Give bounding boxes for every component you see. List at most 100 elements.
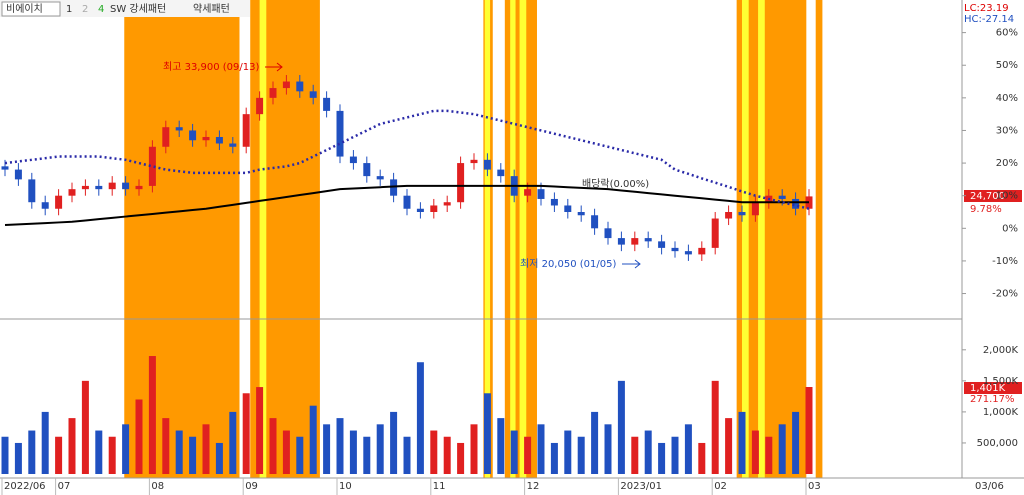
volume-bar xyxy=(242,393,250,474)
stock-name[interactable]: 비에이치 xyxy=(6,3,43,15)
candle-body xyxy=(778,195,786,199)
volume-bar xyxy=(68,418,76,474)
x-tick-label: 11 xyxy=(433,481,446,492)
candle-body xyxy=(215,136,223,144)
volume-bar xyxy=(215,442,223,474)
volume-bar xyxy=(282,430,290,474)
volume-bar xyxy=(148,356,156,474)
volume-bar xyxy=(658,442,666,474)
candle-body xyxy=(698,247,706,255)
y-tick-label: 40% xyxy=(996,93,1018,104)
x-tick-label: 2022/06 xyxy=(4,481,46,492)
x-tick-label: 2023/01 xyxy=(620,481,662,492)
volume-bar xyxy=(765,436,773,474)
candle-body xyxy=(617,238,625,245)
volume-ratio: 271.17% xyxy=(970,394,1015,405)
candle-body xyxy=(349,156,357,164)
tab[interactable]: 1 xyxy=(66,4,72,15)
volume-bar xyxy=(122,424,130,474)
candle-body xyxy=(229,143,237,147)
candle-body xyxy=(430,205,438,212)
volume-bar xyxy=(336,418,344,474)
candle-body xyxy=(336,110,344,157)
candle-body xyxy=(309,91,317,98)
stock-box[interactable] xyxy=(1,1,61,17)
candle-body xyxy=(162,127,170,147)
candle-body xyxy=(14,169,22,180)
volume-bar xyxy=(684,424,692,474)
volume-bar xyxy=(349,430,357,474)
volume-bar xyxy=(617,380,625,474)
candle-body xyxy=(524,189,532,196)
volume-bar xyxy=(81,380,89,474)
volume-bar xyxy=(189,436,197,474)
volume-bar xyxy=(644,430,652,474)
x-tick-label: 08 xyxy=(151,481,164,492)
volume-bar xyxy=(497,418,505,474)
last-volume-box xyxy=(964,382,1022,394)
volume-bar xyxy=(175,430,183,474)
volume-bar xyxy=(403,436,411,474)
volume-tick-label: 1,000K xyxy=(983,407,1019,418)
volume-bar xyxy=(470,424,478,474)
volume-bar xyxy=(792,411,800,474)
candle-body xyxy=(1,166,9,170)
y-tick-label: -20% xyxy=(992,289,1018,300)
candle-body xyxy=(591,215,599,229)
candle-body xyxy=(725,212,733,219)
volume-bar xyxy=(457,442,465,474)
volume-bar xyxy=(550,442,558,474)
volume-bar xyxy=(256,387,264,474)
volume-bar xyxy=(711,380,719,474)
plot xyxy=(1,75,813,474)
volume-bar xyxy=(95,430,103,474)
volume-bar xyxy=(537,424,545,474)
lc-label: LC:23.19 xyxy=(964,3,1009,14)
x-tick-label: 07 xyxy=(58,481,71,492)
signal-band xyxy=(124,0,240,478)
candle-body xyxy=(416,208,424,212)
volume-tick-label: 2,000K xyxy=(983,345,1019,356)
volume-bar xyxy=(162,418,170,474)
last-price: 24,700 xyxy=(970,191,1005,202)
candle-body xyxy=(403,195,411,209)
candle-body xyxy=(711,218,719,248)
volume-bar xyxy=(631,436,639,474)
volume-bar xyxy=(323,424,331,474)
low-annotation: 최저 20,050 (01/05) xyxy=(520,258,616,270)
signal-band xyxy=(510,0,516,478)
candle-body xyxy=(256,97,264,115)
tab[interactable]: 4 xyxy=(98,4,104,15)
volume-bar xyxy=(698,442,706,474)
signal-band xyxy=(815,0,823,478)
candle-body xyxy=(751,202,759,216)
x-tick-label: 10 xyxy=(339,481,352,492)
high-annotation: 최고 33,900 (09/13) xyxy=(163,61,259,73)
pattern-label: SW 강세패턴 xyxy=(110,3,166,15)
candle-body xyxy=(323,97,331,111)
tab[interactable]: 2 xyxy=(82,4,88,15)
x-tick-label: 09 xyxy=(245,481,258,492)
candle-body xyxy=(108,182,116,190)
candle-body xyxy=(122,182,130,190)
candle-body xyxy=(242,114,250,147)
dividend-annotation: 배당락(0.00%) xyxy=(582,178,649,190)
volume-bar xyxy=(604,424,612,474)
x-tick-label: 12 xyxy=(527,481,540,492)
moving-average xyxy=(4,184,809,227)
signal-band xyxy=(484,0,491,478)
candle-body xyxy=(684,251,692,255)
candle-body xyxy=(41,202,49,209)
volume-bar xyxy=(202,424,210,474)
candle-body xyxy=(175,127,183,131)
candle-body xyxy=(604,228,612,239)
x-tick-label: 03 xyxy=(808,481,821,492)
candle-body xyxy=(483,159,491,170)
volume-bar xyxy=(269,418,277,474)
volume-bar xyxy=(524,436,532,474)
volume-bar xyxy=(483,393,491,474)
candle-body xyxy=(269,88,277,98)
volume-bar xyxy=(376,424,384,474)
y-tick-label: 0% xyxy=(1002,223,1018,234)
